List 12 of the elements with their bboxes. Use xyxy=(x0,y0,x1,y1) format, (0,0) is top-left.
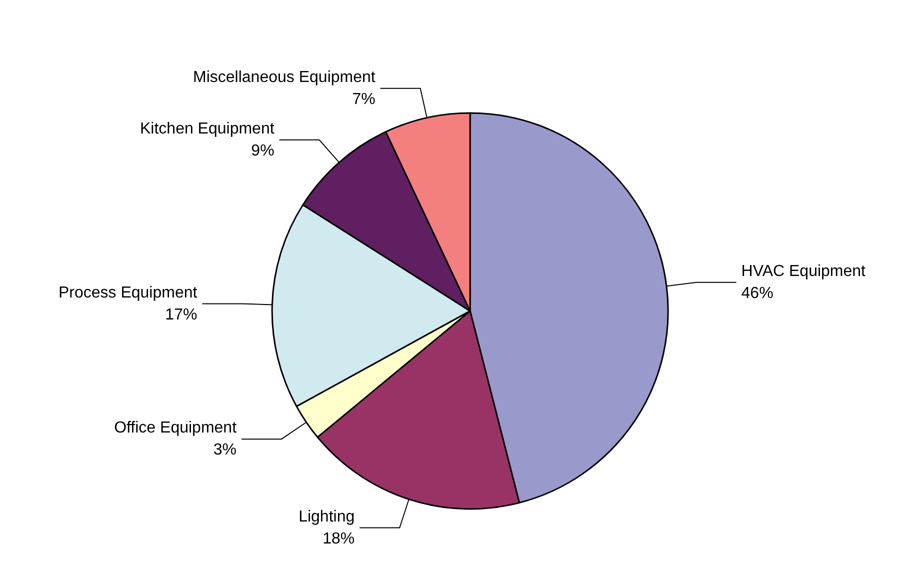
slice-label: Lighting xyxy=(298,508,355,526)
data-label: 3% xyxy=(213,442,237,459)
data-label: 46% xyxy=(741,284,774,302)
slice-label: Kitchen Equipment xyxy=(140,120,275,138)
data-label: 7% xyxy=(352,90,376,108)
data-label: 17% xyxy=(165,306,198,324)
slice-label: Miscellaneous Equipment xyxy=(193,68,376,86)
data-label: 18% xyxy=(322,530,355,548)
slice-label: Process Equipment xyxy=(58,284,198,302)
data-label: 9% xyxy=(251,142,274,160)
slice-label: HVAC Equipment xyxy=(741,262,866,280)
slice-label: Office Equipment xyxy=(114,420,238,437)
